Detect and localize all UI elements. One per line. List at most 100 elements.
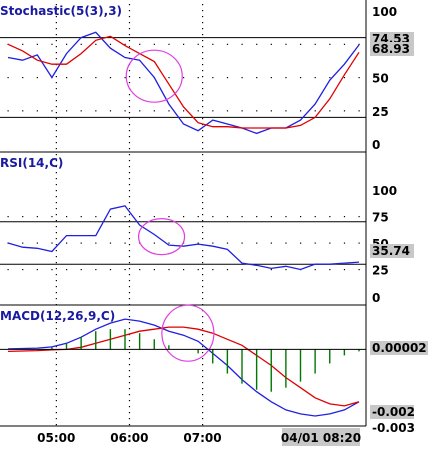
grid-dot-vertical	[202, 130, 204, 132]
y-tick-label: 0	[372, 291, 380, 305]
grid-dot	[343, 43, 346, 45]
grid-dot-vertical	[202, 388, 204, 390]
grid-dot-vertical	[55, 154, 57, 156]
grid-dot	[109, 216, 112, 218]
grid-dot-vertical	[55, 106, 57, 108]
grid-dot-vertical	[202, 94, 204, 96]
grid-dot-vertical	[55, 412, 57, 414]
grid-dot-vertical	[202, 190, 204, 192]
grid-dot-vertical	[128, 406, 131, 408]
grid-dot-vertical	[202, 10, 204, 12]
grid-dot	[51, 110, 53, 112]
grid-dot	[343, 216, 346, 218]
grid-dot	[51, 269, 53, 271]
grid-dot-vertical	[202, 76, 204, 78]
grid-dot	[241, 269, 243, 271]
grid-dot-vertical	[202, 334, 204, 336]
panel-title: RSI(14,C)	[0, 156, 63, 170]
grid-dot	[80, 43, 82, 45]
grid-dot	[22, 269, 24, 271]
grid-dot-vertical	[202, 34, 204, 36]
grid-dot-vertical	[55, 22, 57, 24]
grid-dot-vertical	[128, 22, 131, 24]
grid-dot-vertical	[55, 280, 57, 282]
grid-dot-vertical	[55, 76, 57, 78]
grid-dot	[109, 77, 112, 79]
grid-dot-vertical	[202, 346, 204, 348]
grid-dot-vertical	[128, 226, 131, 228]
grid-dot-vertical	[128, 328, 131, 330]
grid-dot-vertical	[202, 238, 204, 240]
grid-dot-vertical	[128, 82, 131, 84]
grid-dot	[22, 77, 24, 79]
grid-dot-vertical	[128, 244, 131, 246]
grid-dot	[109, 269, 112, 271]
grid-dot-vertical	[202, 268, 204, 270]
series-line-red	[7, 326, 360, 407]
x-tick-label: 06:00	[110, 431, 148, 445]
grid-dot	[270, 43, 272, 45]
panel-title: MACD(12,26,9,C)	[0, 309, 115, 323]
grid-dot	[270, 77, 272, 79]
grid-dot	[212, 216, 214, 218]
grid-dot-vertical	[128, 286, 131, 288]
grid-dot-vertical	[55, 190, 57, 192]
grid-dot	[183, 77, 185, 79]
grid-dot-vertical	[55, 166, 57, 168]
grid-dot-vertical	[202, 232, 204, 234]
grid-dot-vertical	[202, 262, 204, 264]
grid-dot	[109, 110, 112, 112]
grid-dot	[212, 43, 214, 45]
grid-dot-vertical	[55, 244, 57, 246]
grid-dot-vertical	[202, 364, 204, 366]
grid-dot-vertical	[55, 34, 57, 36]
grid-dot-vertical	[55, 202, 57, 204]
grid-dot-vertical	[55, 94, 57, 96]
grid-dot-vertical	[55, 118, 57, 120]
grid-dot	[168, 242, 170, 244]
grid-dot	[241, 43, 243, 45]
grid-dot	[358, 269, 360, 271]
grid-dot-vertical	[202, 292, 204, 294]
grid-dot-vertical	[128, 358, 131, 360]
grid-dot	[329, 43, 331, 45]
grid-dot-vertical	[202, 100, 204, 102]
grid-dot-vertical	[128, 4, 131, 6]
grid-dot	[95, 43, 97, 45]
grid-dot-vertical	[55, 124, 57, 126]
last-value-label: -0.003	[372, 421, 415, 435]
grid-dot-vertical	[55, 304, 57, 306]
grid-dot	[212, 110, 214, 112]
grid-dot	[183, 43, 185, 45]
grid-dot	[7, 110, 9, 112]
grid-dot-vertical	[55, 382, 57, 384]
grid-dot-vertical	[128, 298, 131, 300]
grid-dot	[270, 216, 272, 218]
grid-dot-vertical	[128, 112, 131, 114]
grid-dot-vertical	[55, 328, 57, 330]
grid-dot-vertical	[202, 172, 204, 174]
grid-dot-vertical	[55, 220, 57, 222]
grid-dot-vertical	[202, 394, 204, 396]
grid-dot-vertical	[55, 160, 57, 162]
grid-dot-vertical	[128, 70, 131, 72]
grid-dot	[168, 77, 170, 79]
grid-dot-vertical	[202, 328, 204, 330]
grid-dot	[197, 77, 199, 79]
grid-dot-vertical	[202, 250, 204, 252]
grid-dot-vertical	[128, 100, 131, 102]
grid-dot-vertical	[202, 22, 204, 24]
grid-dot-vertical	[202, 376, 204, 378]
grid-dot-vertical	[55, 424, 57, 426]
grid-dot-vertical	[55, 58, 57, 60]
grid-dot-vertical	[128, 190, 131, 192]
grid-dot	[153, 43, 155, 45]
grid-dot	[183, 216, 185, 218]
y-tick-label: 100	[372, 184, 397, 198]
grid-dot-vertical	[202, 406, 204, 408]
grid-dot-vertical	[202, 106, 204, 108]
grid-dot-vertical	[128, 310, 131, 312]
grid-dot-vertical	[128, 304, 131, 306]
grid-dot	[139, 269, 141, 271]
